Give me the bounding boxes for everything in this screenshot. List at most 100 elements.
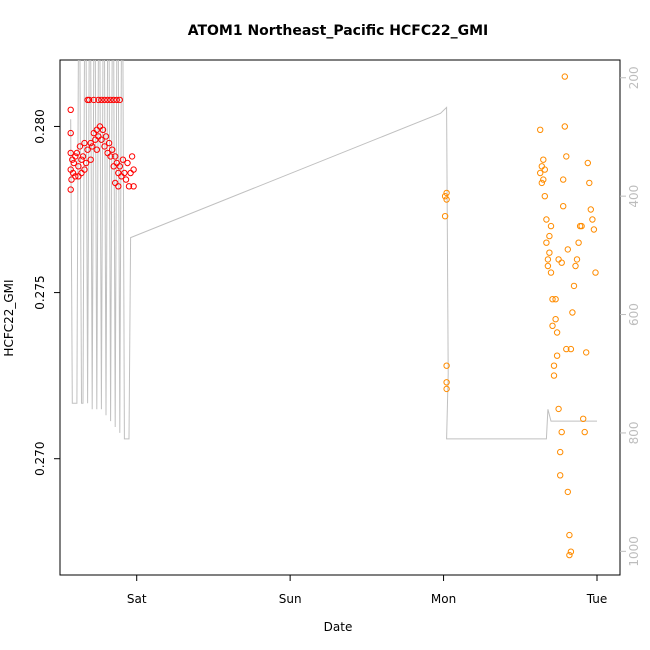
data-point [78, 156, 85, 163]
data-point [549, 296, 556, 303]
data-point [102, 133, 110, 140]
data-point [67, 129, 74, 137]
data-point [112, 153, 119, 160]
data-point [553, 352, 561, 359]
data-point [81, 166, 88, 173]
data-point [82, 159, 90, 167]
right-tick-label: 200 [627, 66, 641, 89]
series-1 [67, 96, 137, 193]
x-axis-label: Date [324, 620, 353, 634]
data-point [93, 126, 101, 134]
right-tick-label: 400 [627, 185, 641, 208]
data-point [99, 126, 107, 134]
data-point [441, 193, 449, 200]
data-point [113, 96, 121, 104]
data-point [538, 179, 545, 187]
data-point [575, 239, 582, 246]
data-point [567, 345, 575, 353]
data-point [443, 362, 450, 369]
data-point [122, 176, 130, 183]
data-point [590, 226, 598, 233]
data-point [73, 149, 81, 157]
data-point [552, 296, 559, 303]
data-point [105, 139, 113, 147]
plot-frame [59, 59, 621, 576]
data-point [546, 232, 553, 240]
data-point [547, 269, 555, 276]
data-point [110, 96, 117, 104]
data-point [592, 269, 599, 276]
data-point [121, 169, 128, 177]
data-point [79, 153, 87, 160]
data-point [84, 146, 91, 153]
data-point [87, 156, 94, 163]
pressure-line-layer [70, 60, 597, 440]
data-point [72, 153, 79, 160]
data-point [589, 216, 596, 223]
x-tick-label: Sat [127, 592, 147, 606]
pressure-line [70, 60, 597, 440]
data-point [115, 183, 122, 190]
data-point [557, 472, 564, 479]
data-point [130, 183, 137, 190]
y-tick-label: 0.275 [33, 275, 47, 309]
data-point [549, 322, 556, 329]
data-point [89, 143, 96, 150]
data-point [544, 262, 552, 270]
data-point [104, 96, 111, 104]
data-point [563, 345, 570, 353]
data-point [560, 176, 567, 183]
data-point [116, 96, 124, 104]
x-tick-label: Sun [279, 592, 302, 606]
data-point [583, 349, 590, 356]
data-point [98, 96, 105, 104]
data-point [563, 153, 570, 160]
data-point [107, 153, 114, 160]
data-point [90, 96, 98, 104]
data-point [101, 143, 108, 150]
x-axis: Sat Sun Mon Tue [127, 575, 607, 606]
data-point [443, 196, 450, 203]
data-point [569, 309, 576, 316]
data-point [125, 183, 133, 190]
data-point [560, 203, 567, 210]
data-point [128, 153, 136, 160]
data-point [95, 96, 102, 104]
data-point [116, 163, 124, 170]
data-point [580, 415, 587, 422]
data-point [443, 385, 450, 393]
right-tick-label: 800 [627, 421, 641, 444]
right-tick-label: 1000 [627, 536, 641, 567]
data-point [67, 186, 74, 193]
data-point [541, 166, 548, 173]
data-point [541, 193, 548, 200]
y-tick-label: 0.270 [33, 442, 47, 476]
data-point [78, 169, 85, 177]
data-point [567, 548, 575, 555]
data-point [573, 256, 581, 263]
data-point [550, 362, 558, 369]
data-point [552, 316, 559, 323]
y-axis-label: HCFC22_GMI [2, 279, 16, 356]
data-point [566, 551, 573, 559]
data-point [86, 96, 93, 104]
right-axis: 200 400 600 800 1000 [620, 66, 641, 567]
data-point [124, 159, 131, 167]
data-point [69, 156, 76, 163]
data-point [98, 136, 105, 143]
y-tick-label: 0.280 [33, 109, 47, 143]
data-point [570, 282, 578, 290]
data-point [537, 126, 544, 134]
data-point [81, 139, 88, 147]
data-point [578, 222, 585, 230]
x-tick-label: Mon [431, 592, 456, 606]
data-point [72, 173, 79, 180]
data-point [555, 256, 562, 263]
data-point [443, 379, 450, 386]
right-tick-label: 600 [627, 303, 641, 326]
data-point [550, 372, 558, 379]
data-point [543, 216, 550, 223]
data-point [87, 139, 94, 147]
data-point [564, 246, 571, 253]
